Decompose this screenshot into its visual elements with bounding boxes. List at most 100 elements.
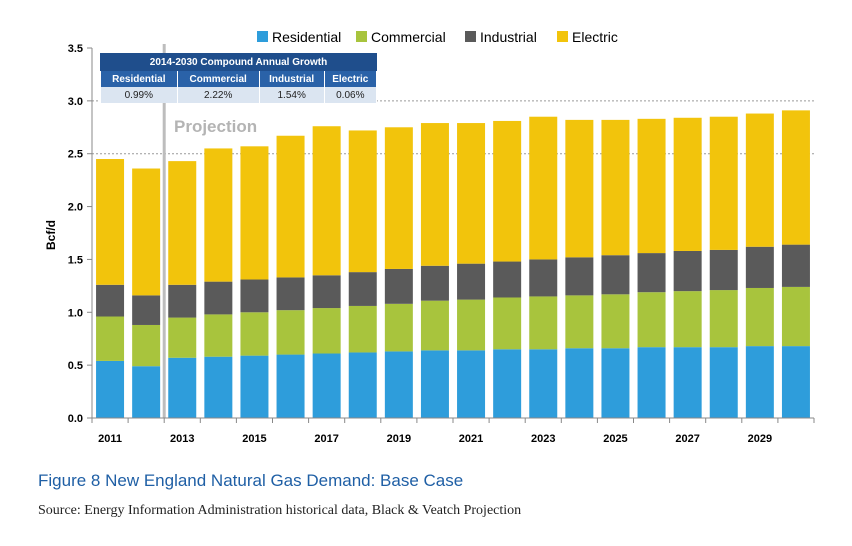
bar-segment-industrial <box>168 284 197 318</box>
bar-segment-industrial <box>493 261 522 298</box>
bar-segment-residential <box>493 349 522 418</box>
bar-segment-electric <box>276 135 305 278</box>
projection-annotation: Projection <box>174 117 257 136</box>
bar-segment-commercial <box>96 316 125 361</box>
bar-segment-electric <box>204 148 233 282</box>
bar-segment-industrial <box>601 255 630 295</box>
bar-segment-commercial <box>348 305 377 353</box>
bar-segment-commercial <box>204 314 233 357</box>
bar-segment-electric <box>493 120 522 262</box>
source-note: Source: Energy Information Administratio… <box>38 503 522 518</box>
bar-segment-residential <box>204 356 233 418</box>
bar-segment-residential <box>384 351 413 418</box>
x-tick-label: 2027 <box>675 433 699 445</box>
bar-segment-industrial <box>348 272 377 306</box>
cagr-header-commercial: Commercial <box>176 70 260 87</box>
bar-segment-residential <box>709 347 738 418</box>
cagr-value-industrial: 1.54% <box>258 87 325 103</box>
x-tick-label: 2023 <box>531 433 555 445</box>
y-axis-label: Bcf/d <box>44 220 58 250</box>
bar-segment-residential <box>132 366 161 418</box>
bar-segment-residential <box>96 360 125 418</box>
y-tick-label: 0.5 <box>68 360 83 372</box>
bar-segment-electric <box>673 117 702 251</box>
cagr-value-commercial: 2.22% <box>176 87 260 103</box>
y-tick-label: 3.5 <box>68 43 83 55</box>
bar-segment-electric <box>240 146 269 280</box>
axes: 0.0 0.5 1.0 1.5 2.0 2.5 3.0 3.5 2011 2013 2015 2017… <box>68 43 815 445</box>
bar-segment-commercial <box>132 324 161 367</box>
bar-segment-commercial <box>457 299 486 351</box>
y-tick-label: 1.5 <box>68 254 83 266</box>
bar-segment-residential <box>420 350 449 418</box>
bar-segment-electric <box>420 123 449 266</box>
cagr-value-residential: 0.99% <box>100 87 178 103</box>
legend-label-industrial: Industrial <box>480 29 537 45</box>
bar-segment-electric <box>96 159 125 285</box>
bar-segment-residential <box>457 350 486 418</box>
bar-segment-commercial <box>709 290 738 348</box>
bar-segment-industrial <box>240 279 269 313</box>
bar-segment-industrial <box>529 259 558 297</box>
y-tick-label: 3.0 <box>68 96 83 108</box>
bar-segment-commercial <box>601 294 630 349</box>
bar-segment-commercial <box>240 312 269 356</box>
cagr-header-electric: Electric <box>323 70 378 87</box>
bar-segment-residential <box>276 354 305 418</box>
bar-segment-industrial <box>673 250 702 292</box>
bar-segment-residential <box>637 347 666 418</box>
x-tick-label: 2025 <box>603 433 627 445</box>
bar-segment-residential <box>529 349 558 418</box>
bar-segment-industrial <box>96 284 125 317</box>
cagr-header-industrial: Industrial <box>258 70 325 87</box>
bar-segment-commercial <box>493 297 522 350</box>
bar-segment-electric <box>132 168 161 296</box>
bar-segment-electric <box>601 119 630 256</box>
bar-segment-electric <box>529 116 558 260</box>
bar-segment-residential <box>673 347 702 418</box>
x-tick-label: 2013 <box>170 433 194 445</box>
bar-segment-industrial <box>204 281 233 315</box>
legend-label-commercial: Commercial <box>371 29 446 45</box>
bar-segment-electric <box>384 127 413 269</box>
bar-segment-electric <box>781 110 810 245</box>
bar-segment-industrial <box>637 253 666 293</box>
bar-segment-industrial <box>276 277 305 311</box>
y-tick-label: 2.5 <box>68 149 83 161</box>
bar-segment-commercial <box>673 291 702 348</box>
bar-segment-industrial <box>420 265 449 301</box>
stacked-bar-chart: 0.0 0.5 1.0 1.5 2.0 2.5 3.0 3.5 2011 2013 2015 2017… <box>44 29 815 445</box>
y-tick-label: 2.0 <box>68 202 83 214</box>
bar-segment-residential <box>781 346 810 418</box>
x-tick-label: 2017 <box>314 433 338 445</box>
bar-segment-commercial <box>529 296 558 350</box>
x-tick-label: 2021 <box>459 433 483 445</box>
legend-label-electric: Electric <box>572 29 618 45</box>
bar-segment-industrial <box>709 249 738 291</box>
legend-swatch-electric <box>557 31 568 42</box>
bar-segment-commercial <box>637 292 666 348</box>
x-tick-label: 2029 <box>748 433 772 445</box>
bar-segment-residential <box>745 346 774 418</box>
bar-segment-commercial <box>565 295 594 349</box>
cagr-value-electric: 0.06% <box>323 87 378 103</box>
legend-swatch-commercial <box>356 31 367 42</box>
y-tick-label: 0.0 <box>68 413 83 425</box>
bar-segment-electric <box>348 130 377 273</box>
bar-segment-industrial <box>384 268 413 304</box>
x-tick-label: 2015 <box>242 433 266 445</box>
bar-segment-commercial <box>384 303 413 352</box>
bar-segment-electric <box>168 161 197 285</box>
bar-segment-industrial <box>312 275 341 309</box>
y-tick-label: 1.0 <box>68 307 83 319</box>
cagr-table: 2014-2030 Compound Annual Growth Residen… <box>100 53 378 103</box>
bar-segment-electric <box>312 126 341 276</box>
bars <box>96 110 810 418</box>
x-tick-label: 2019 <box>387 433 411 445</box>
bar-segment-commercial <box>745 287 774 347</box>
bar-segment-electric <box>745 113 774 247</box>
bar-segment-industrial <box>132 295 161 325</box>
bar-segment-industrial <box>781 244 810 287</box>
bar-segment-residential <box>601 348 630 418</box>
legend-swatch-residential <box>257 31 268 42</box>
